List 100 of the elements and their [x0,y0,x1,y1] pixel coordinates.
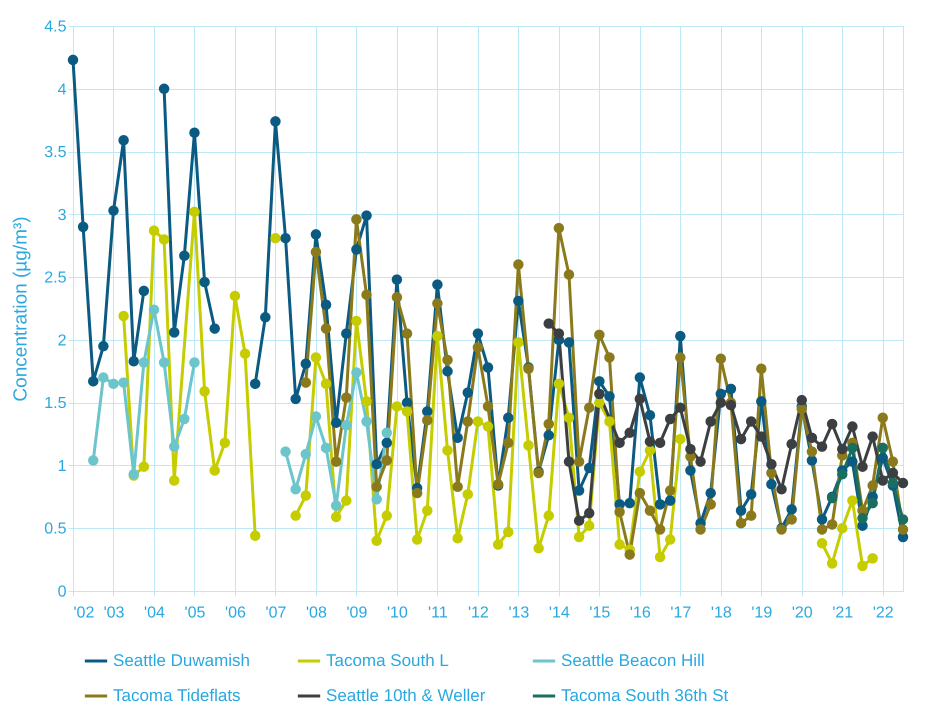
point [88,455,98,466]
point [209,465,220,476]
point [705,416,716,427]
point [726,400,736,410]
point [482,401,494,412]
point [513,259,524,270]
point [664,414,676,424]
point [584,508,594,518]
point [361,416,372,427]
legend-label: Seattle Beacon Hill [561,651,705,670]
point [118,377,129,388]
x-tick-label: '05 [184,604,206,622]
point [857,461,868,472]
point [796,394,808,406]
point [716,397,726,408]
point [412,488,422,498]
point [382,455,392,466]
x-tick-label: '17 [670,604,692,622]
point [513,337,524,348]
y-tick-label: 4 [58,81,67,98]
point [746,416,756,427]
point [168,441,180,452]
point [310,352,322,363]
point [857,512,868,524]
point [594,397,605,408]
point [675,352,686,363]
point [472,342,484,353]
point [320,378,332,390]
point [604,352,615,363]
x-tick-label: '19 [751,604,772,622]
point [189,357,200,368]
point [554,328,564,339]
point [392,292,402,302]
x-tick-label: '15 [589,604,610,622]
x-tick-label: '10 [386,604,408,622]
point [826,519,838,530]
point [250,530,260,541]
point [604,416,615,427]
point [574,456,584,467]
y-tick-label: 3.5 [44,144,67,162]
y-tick-label: 0.5 [44,520,67,538]
point [199,386,210,397]
point [554,222,564,234]
point [816,441,828,452]
point [766,458,777,470]
point [867,431,878,442]
point [330,500,342,511]
point [351,214,362,225]
point [614,506,625,518]
point [361,396,372,407]
point [806,446,818,457]
point [543,510,554,521]
x-tick-label: '08 [306,604,327,622]
point [382,510,392,521]
point [330,512,342,522]
point [898,514,908,525]
point [543,318,554,329]
point [816,538,828,549]
legend-label: Tacoma Tideflats [113,686,241,705]
point [634,394,646,404]
point [452,482,463,492]
point [786,438,797,450]
point [179,414,190,424]
point [867,553,878,564]
x-tick-label: '03 [104,604,125,622]
point [867,480,878,491]
point [482,421,494,432]
point [857,560,868,572]
point [837,469,848,480]
point [574,515,584,526]
point [826,418,838,430]
point [432,330,443,342]
legend-label: Tacoma South L [326,651,449,670]
x-tick-label: '21 [832,604,854,622]
point [826,558,838,569]
point [320,442,332,454]
point [564,412,574,423]
x-tick-label: '04 [144,604,165,622]
point [361,289,372,300]
point [108,378,119,390]
point [736,518,746,528]
point [878,442,888,454]
point [341,420,352,430]
point [402,406,412,417]
point [695,524,706,535]
point [746,510,756,521]
x-tick-label: '12 [468,604,489,622]
point [310,246,322,258]
x-tick-label: '18 [710,604,732,622]
point [624,549,635,560]
point [594,330,605,340]
point [888,478,898,488]
point [462,489,473,500]
x-tick-label: '16 [630,604,651,622]
point [503,438,514,448]
point [351,367,362,378]
point [148,225,160,236]
point [290,510,301,521]
point [533,543,544,554]
x-tick-label: '11 [428,604,448,622]
